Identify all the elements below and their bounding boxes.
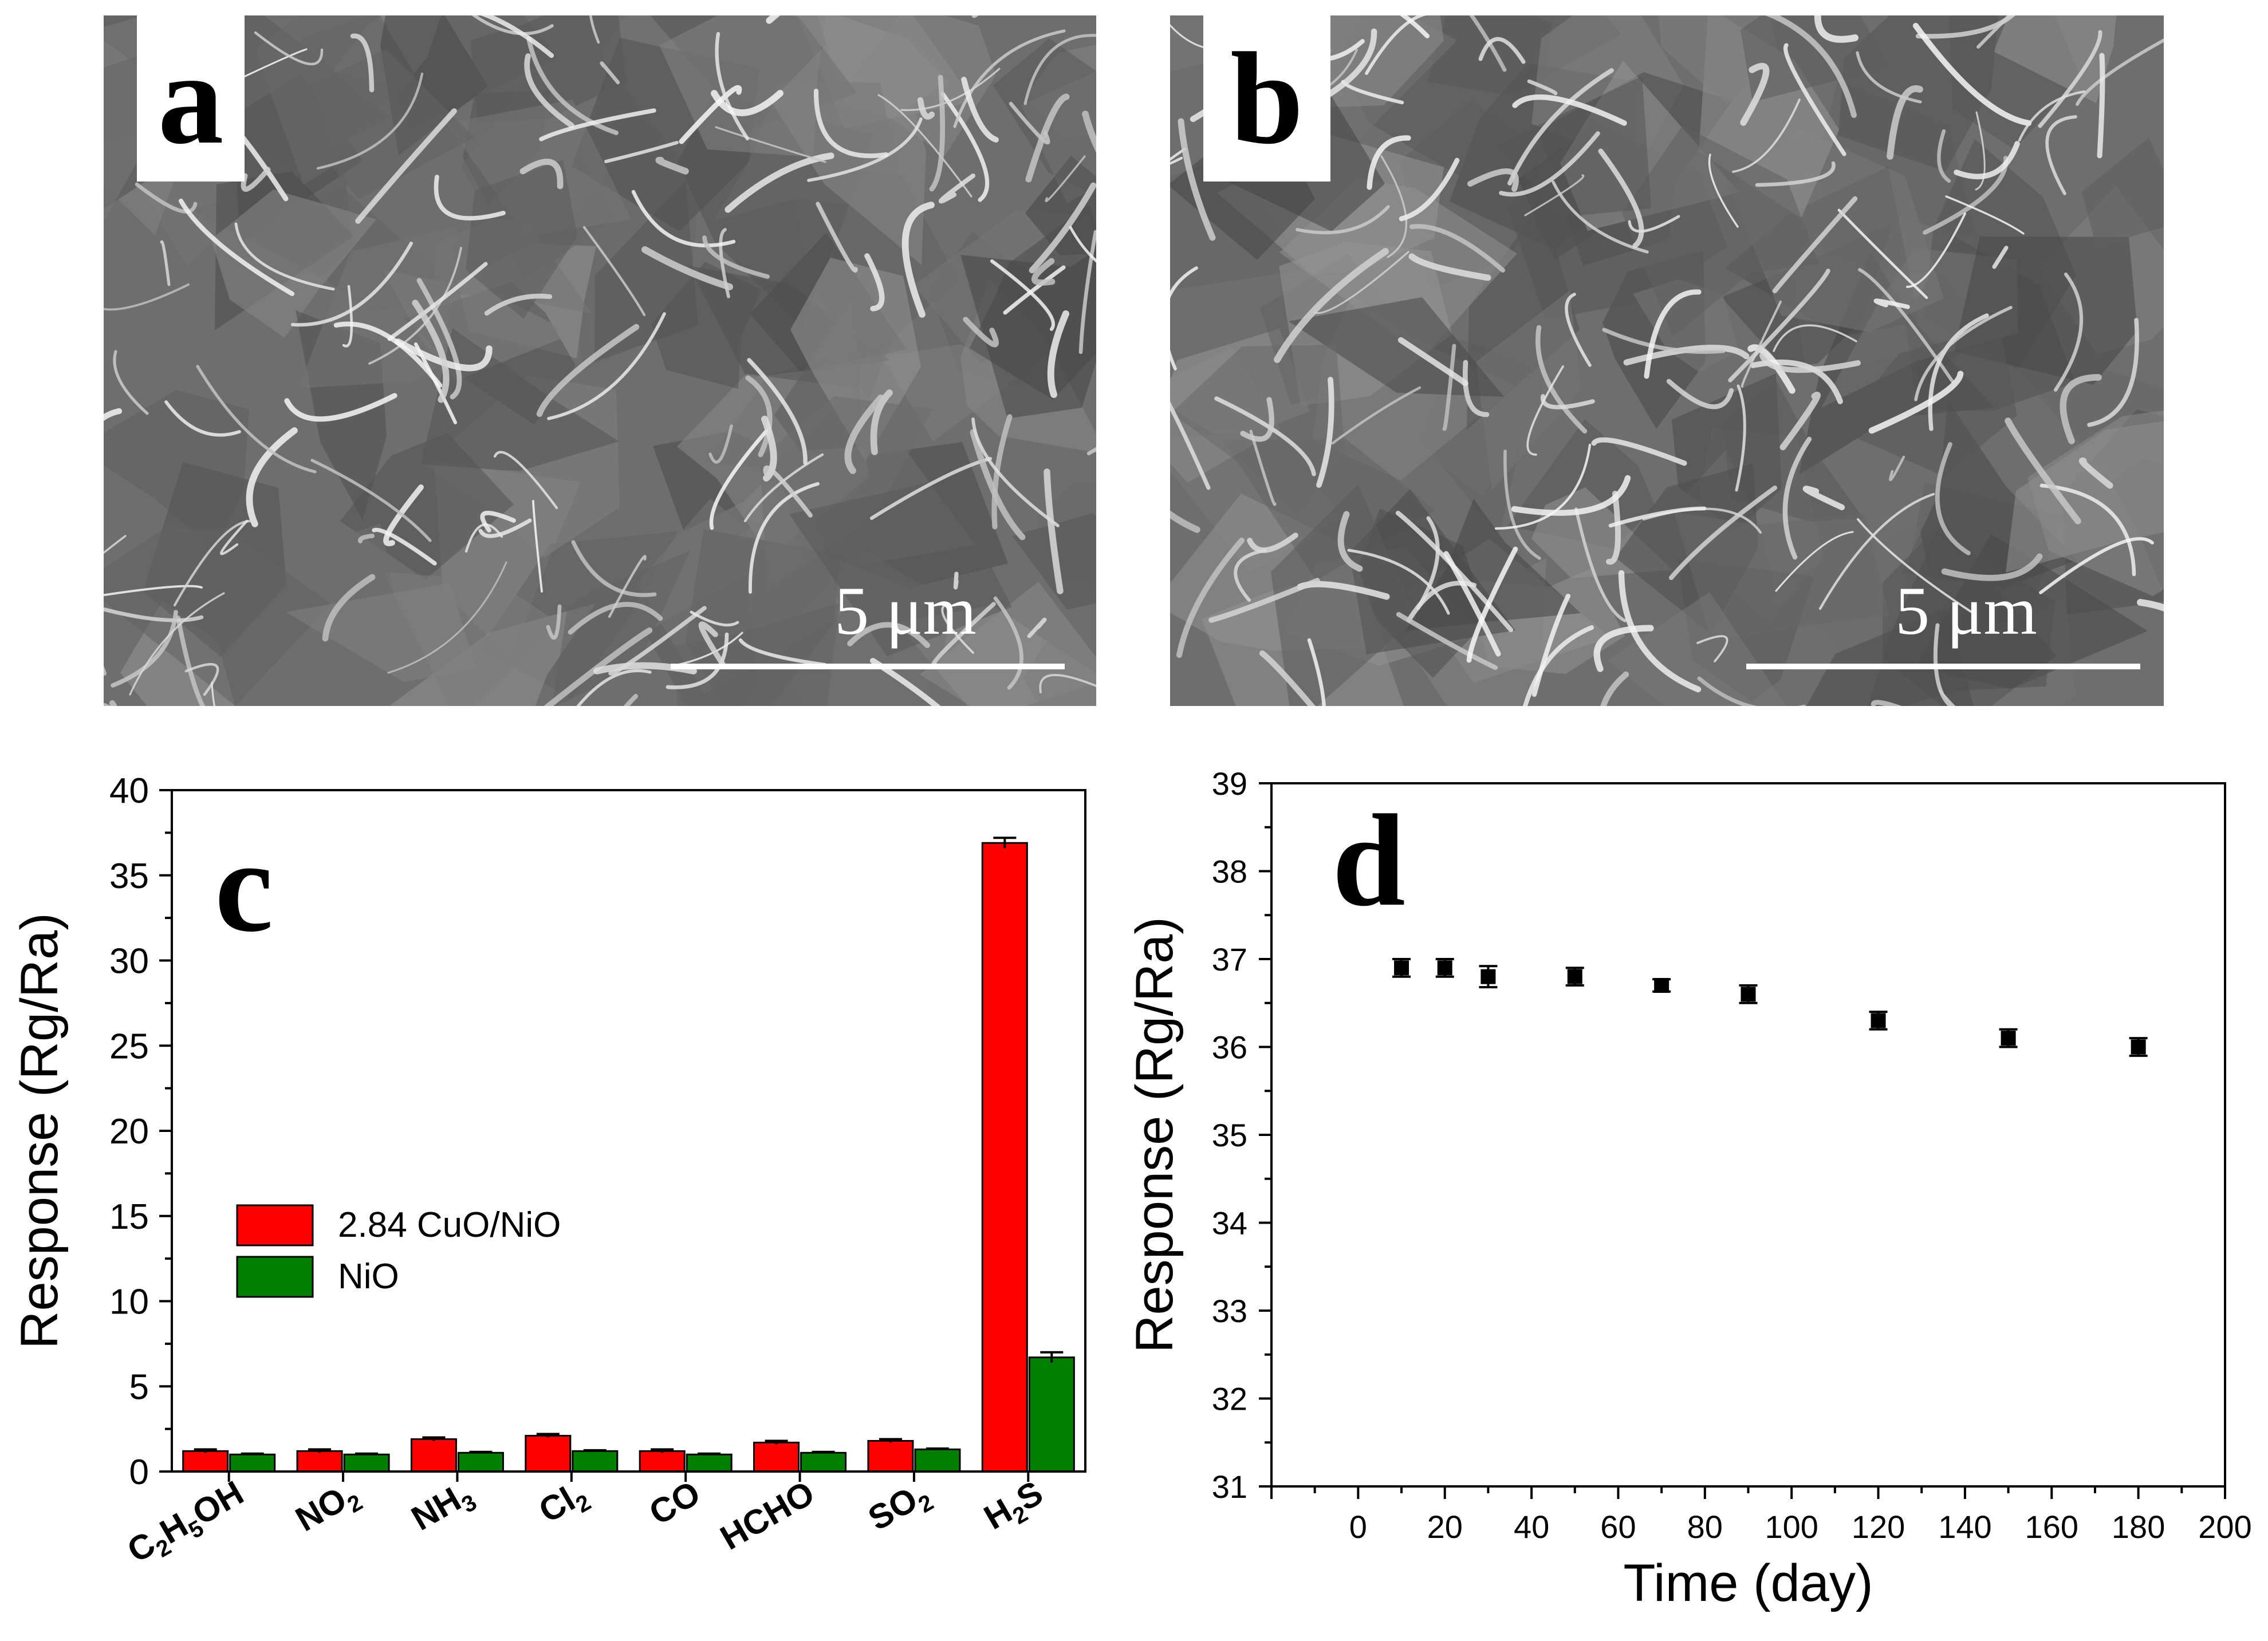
x-tick-label: CO [643,1473,706,1532]
plot-frame [1270,782,2226,1488]
bars [182,837,1075,1473]
sem-texture-a [104,15,1096,706]
y-tick-label: 32 [1212,1381,1247,1417]
data-point [2001,1031,2016,1046]
panel-label-c: c [215,813,273,959]
x-tick-label: 200 [2198,1509,2251,1545]
data-point [1437,960,1452,976]
bar [867,1439,914,1473]
x-tick-label: Cl2 [533,1473,596,1535]
bar [457,1451,504,1473]
y-tick-label: 35 [109,857,149,896]
sem-texture-b [1170,15,2164,706]
data-point [1871,1013,1886,1028]
panel-label-a: a [137,15,245,182]
y-tick-label: 38 [1212,854,1247,890]
x-axis-label: Time (day) [1623,1554,1873,1612]
y-tick-label: 15 [109,1197,149,1237]
y-tick-label: 39 [1212,766,1247,802]
bar [410,1438,457,1473]
bar [686,1453,733,1473]
legend-label: NiO [338,1257,399,1296]
data-point [1741,987,1756,1002]
points [1392,958,2148,1057]
bar [753,1441,800,1473]
x-tick-label: H2S [978,1473,1052,1541]
x-tick-label: 120 [1852,1509,1905,1545]
sem-image-b: b 5 μm [1170,15,2164,706]
scale-bar-a [671,664,1065,669]
y-axis-label: Response (Rg/Ra) [1125,917,1184,1353]
bar [182,1450,229,1473]
x-tick-label: 0 [1349,1509,1367,1545]
panel-label-b: b [1203,15,1330,182]
y-tick-label: 36 [1212,1029,1247,1066]
legend-label: 2.84 CuO/NiO [338,1205,561,1245]
bar [981,842,1028,1473]
y-axis-label: Response (Rg/Ra) [10,913,69,1349]
bar [914,1448,961,1473]
bar [1028,1356,1075,1473]
y-tick-label: 34 [1212,1205,1247,1241]
sem-ridges [104,15,1096,706]
x-tick-label: 20 [1427,1509,1463,1545]
data-point [1394,960,1409,976]
y-axis: 31 32 33 34 35 36 37 38 39 [1212,766,1271,1505]
bar [525,1435,572,1473]
y-tick-label: 0 [129,1453,149,1492]
x-axis: C2H5OH NO2 NH3 Cl2 CO HCHO SO2 H2S [121,1472,1052,1570]
legend-swatch [236,1204,314,1246]
legend: 2.84 CuO/NiO NiO [236,1204,561,1298]
sem-flakes [1170,15,2164,706]
scale-bar-label-a: 5 μm [834,573,976,649]
y-tick-label: 5 [129,1367,149,1407]
data-point [1567,969,1582,984]
bar [572,1450,619,1473]
y-tick-label: 25 [109,1027,149,1066]
x-tick-label: 160 [2025,1509,2078,1545]
plot-frame [171,789,1086,1473]
bar [343,1453,390,1473]
bar [800,1451,847,1473]
data-point [1654,978,1670,993]
y-tick-label: 35 [1212,1117,1247,1153]
x-tick-label: 80 [1687,1509,1723,1545]
scale-bar-label-b: 5 μm [1895,573,2037,649]
y-tick-label: 10 [109,1283,149,1322]
y-tick-label: 30 [109,942,149,981]
sem-flakes [104,15,1096,706]
x-axis: 0 20 40 60 80 100 120 140 160 180 200 [1270,1486,2252,1545]
x-tick-label: 100 [1765,1509,1818,1545]
x-tick-label: NH3 [405,1473,481,1543]
bar [296,1450,343,1473]
sem-ridges [1170,15,2164,706]
y-tick-label: 40 [109,771,149,811]
x-tick-label: 60 [1600,1509,1636,1545]
data-point [1480,969,1496,984]
legend-swatch [236,1256,314,1298]
x-tick-label: 40 [1514,1509,1549,1545]
sem-image-a: a 5 μm [104,15,1096,706]
x-tick-label: 180 [2112,1509,2165,1545]
y-tick-label: 37 [1212,941,1247,977]
panel-label-d: d [1332,787,1405,933]
x-tick-label: SO2 [862,1473,938,1543]
bar [639,1450,686,1473]
data-point [2131,1039,2146,1055]
y-tick-label: 33 [1212,1293,1247,1329]
x-tick-label: NO2 [289,1473,367,1544]
scale-bar-b [1746,664,2140,669]
x-tick-label: 140 [1938,1509,1991,1545]
y-axis: 0 5 10 15 20 25 30 35 40 [109,771,172,1492]
y-tick-label: 20 [109,1112,149,1151]
bar [229,1453,276,1473]
chart-d: 31 32 33 34 35 36 37 38 39 Response (Rg/Ra) 0 20 40 6… [1125,766,2252,1612]
x-tick-label: HCHO [714,1473,821,1557]
y-tick-label: 31 [1212,1469,1247,1505]
